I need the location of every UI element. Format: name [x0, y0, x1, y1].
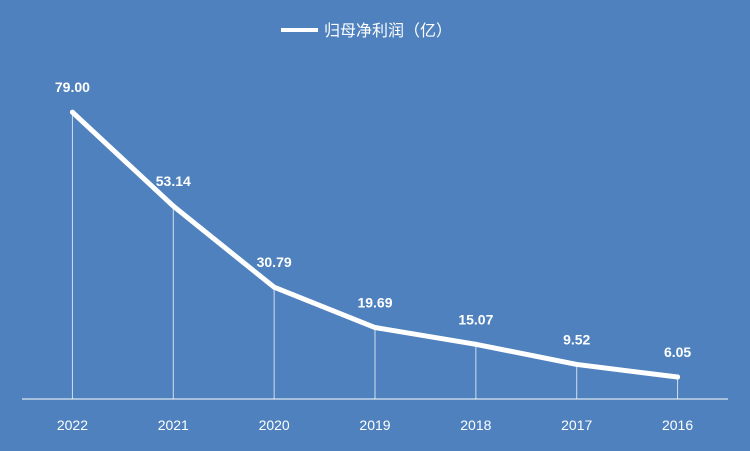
data-point — [271, 284, 277, 290]
data-point — [675, 374, 681, 380]
legend: 归母净利润（亿） — [281, 22, 452, 40]
x-tick-label: 2018 — [460, 417, 491, 433]
x-tick-label: 2021 — [158, 417, 189, 433]
x-tick-label: 2017 — [561, 417, 592, 433]
data-labels: 79.00 53.14 30.79 19.69 15.07 9.52 6.05 — [55, 79, 692, 360]
x-tick-label: 2022 — [57, 417, 88, 433]
x-tick-label: 2016 — [662, 417, 693, 433]
data-point — [372, 325, 378, 331]
data-point — [170, 203, 176, 209]
data-point — [69, 109, 75, 115]
x-tick-label: 2019 — [359, 417, 390, 433]
drop-lines — [71, 112, 679, 399]
data-point — [473, 341, 479, 347]
data-label: 15.07 — [458, 311, 493, 327]
x-tick-label: 2020 — [259, 417, 290, 433]
data-point — [574, 361, 580, 367]
data-label: 9.52 — [563, 331, 590, 347]
data-label: 6.05 — [664, 344, 691, 360]
x-tick-labels: 2022 2021 2020 2019 2018 2017 2016 — [57, 417, 694, 433]
series-line — [69, 109, 681, 380]
data-label: 53.14 — [156, 173, 191, 189]
data-label: 19.69 — [357, 295, 392, 311]
data-label: 79.00 — [55, 79, 90, 95]
data-label: 30.79 — [257, 254, 292, 270]
legend-label: 归母净利润（亿） — [324, 22, 452, 40]
